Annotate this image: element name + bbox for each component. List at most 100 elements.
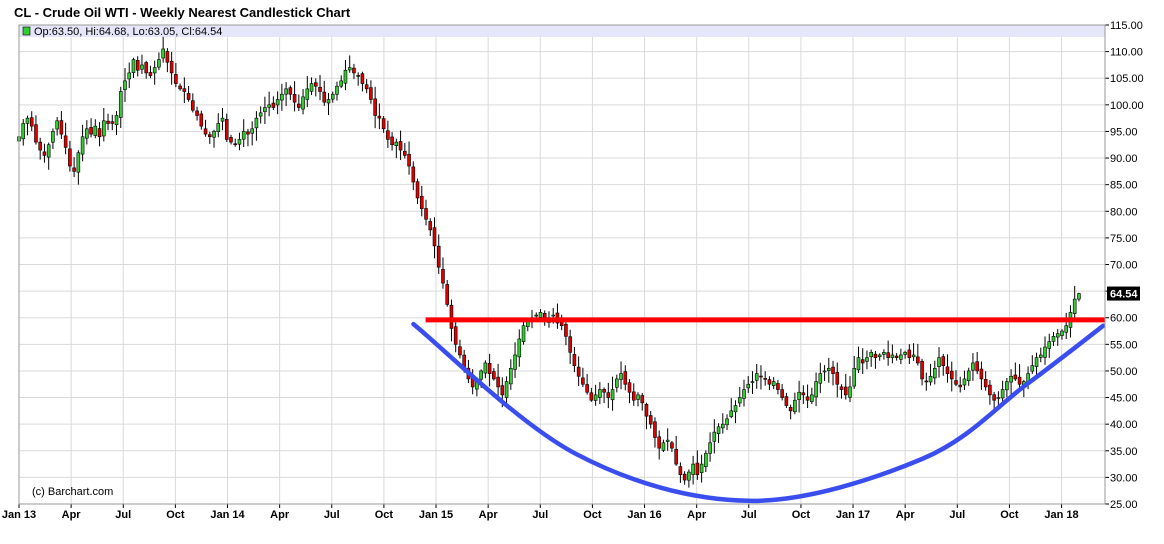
candle-up — [814, 381, 818, 398]
candle-up — [51, 131, 55, 143]
x-tick-label: Jan 15 — [419, 509, 453, 521]
candle-up — [933, 367, 937, 379]
candle-up — [708, 442, 712, 454]
cup-curve — [411, 321, 1106, 504]
candle-down — [640, 395, 645, 404]
candle-down — [492, 371, 496, 380]
candle-down — [657, 436, 661, 449]
candle-up — [250, 128, 254, 134]
candle-down — [941, 356, 946, 366]
candle-up — [856, 357, 861, 371]
candle-down — [411, 166, 416, 183]
candle-down — [670, 442, 674, 449]
candle-down — [975, 361, 979, 372]
y-tick-label: 110.00 — [1110, 47, 1143, 59]
candle-down — [1017, 376, 1022, 385]
candle-down — [695, 462, 700, 476]
x-tick-label: Jul — [532, 509, 548, 521]
candle-down — [428, 221, 433, 231]
candle-down — [419, 195, 424, 209]
candle-down — [627, 382, 632, 393]
candle-up — [1051, 336, 1056, 342]
candle-up — [254, 117, 259, 129]
candle-down — [835, 372, 840, 385]
candle-up — [118, 91, 123, 118]
candle-up — [335, 85, 339, 95]
candle-up — [326, 99, 331, 104]
candle-down — [369, 87, 373, 100]
x-tick-label: Apr — [479, 509, 499, 521]
candle-up — [46, 144, 51, 158]
candle-up — [937, 357, 941, 367]
candle-up — [127, 72, 132, 80]
candle-up — [309, 83, 314, 92]
candle-up — [513, 354, 517, 370]
candle-down — [38, 141, 42, 151]
x-tick-label: Jan 17 — [836, 509, 870, 521]
candle-up — [76, 152, 81, 173]
candle-down — [648, 415, 653, 425]
candle-down — [360, 73, 365, 84]
candle-down — [144, 62, 148, 74]
candle-down — [907, 349, 912, 358]
candle-up — [1000, 389, 1005, 399]
candle-up — [220, 117, 225, 122]
x-tick-label: Jul — [115, 509, 131, 521]
candle-down — [585, 384, 589, 393]
y-tick-label: 45.00 — [1110, 393, 1138, 405]
y-tick-label: 35.00 — [1110, 446, 1138, 458]
candle-up — [267, 104, 271, 108]
candle-up — [152, 67, 157, 74]
candle-up — [704, 453, 708, 467]
candle-down — [199, 113, 204, 127]
candle-up — [212, 131, 216, 138]
candle-up — [822, 370, 827, 373]
candle-up — [903, 352, 907, 355]
candle-down — [63, 135, 68, 148]
candle-up — [1072, 298, 1077, 314]
candle-down — [233, 143, 238, 146]
x-tick-label: Apr — [270, 509, 290, 521]
x-tick-label: Jan 14 — [210, 509, 245, 521]
y-tick-label: 95.00 — [1110, 126, 1138, 138]
candle-up — [966, 370, 971, 382]
y-tick-label: 85.00 — [1110, 180, 1138, 192]
y-tick-label: 25.00 — [1110, 499, 1138, 511]
candle-up — [721, 423, 725, 429]
x-tick-label: Apr — [687, 509, 707, 521]
candle-down — [894, 355, 899, 358]
x-tick-label: Apr — [62, 509, 82, 521]
candle-down — [390, 136, 394, 146]
candle-up — [551, 314, 555, 317]
candle-up — [343, 69, 348, 84]
candle-down — [381, 118, 386, 130]
candle-up — [140, 64, 144, 70]
candle-up — [263, 107, 267, 113]
candle-up — [746, 383, 751, 389]
candle-down — [1013, 374, 1018, 380]
y-tick-label: 70.00 — [1110, 260, 1138, 272]
candle-down — [843, 386, 848, 396]
y-tick-label: 75.00 — [1110, 233, 1138, 245]
copyright-credit: (c) Barchart.com — [32, 486, 113, 498]
candle-down — [572, 354, 577, 366]
y-tick-label: 60.00 — [1110, 313, 1138, 325]
candle-up — [280, 93, 284, 101]
candle-up — [754, 373, 759, 381]
candle-down — [839, 386, 844, 390]
candle-down — [407, 153, 411, 167]
candle-down — [631, 391, 636, 401]
candle-up — [661, 442, 666, 451]
y-tick-label: 40.00 — [1110, 419, 1138, 431]
candle-down — [623, 371, 628, 385]
candle-down — [801, 392, 806, 396]
x-tick-label: Oct — [583, 509, 602, 521]
candle-down — [945, 366, 950, 374]
candle-down — [589, 392, 594, 401]
candle-up — [55, 120, 59, 130]
candle-up — [216, 123, 221, 133]
candle-down — [979, 368, 984, 380]
ohlc-readout: Op:63.50, Hi:64.68, Lo:63.05, Cl:64.54 — [34, 26, 222, 38]
candle-up — [504, 381, 509, 398]
candle-up — [615, 378, 619, 388]
